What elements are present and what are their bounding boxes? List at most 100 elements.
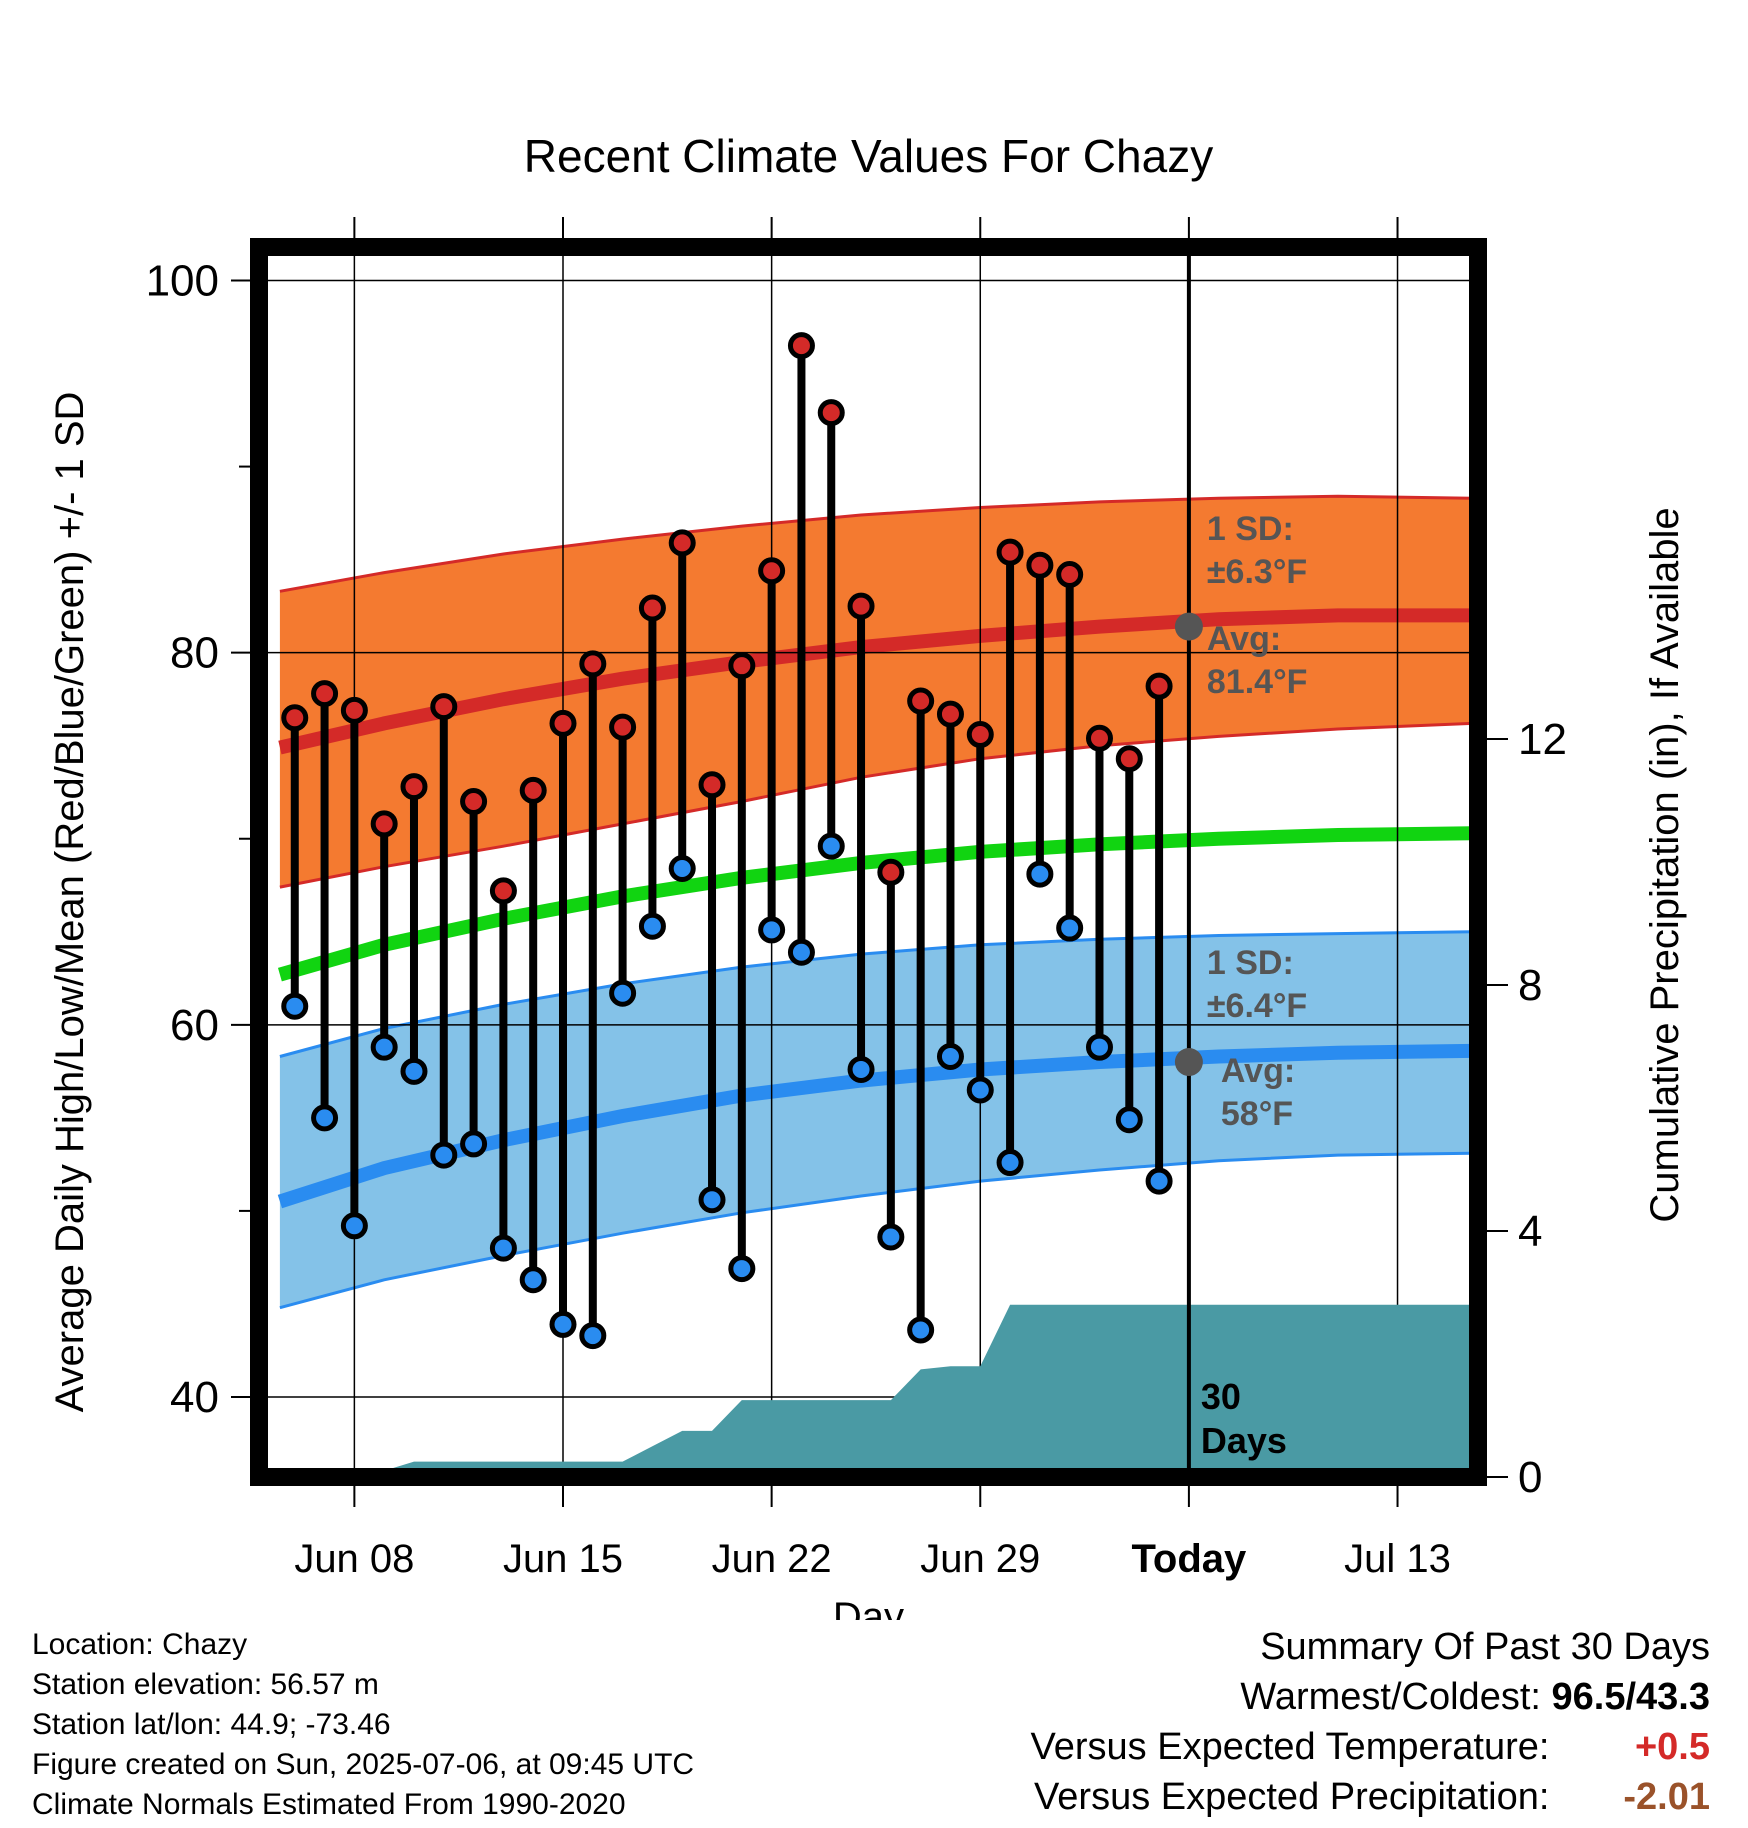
daily-high-point — [1056, 561, 1084, 589]
daily-high-point — [907, 687, 935, 715]
y-tick-label: 80 — [170, 629, 219, 678]
daily-low-point — [340, 1212, 368, 1240]
daily-low-point — [787, 938, 815, 966]
daily-high-point — [519, 776, 547, 804]
low-sd-label: 1 SD: — [1207, 944, 1294, 982]
high-avg-label: Avg: — [1207, 620, 1281, 658]
daily-low-point — [311, 1104, 339, 1132]
daily-low-point — [907, 1316, 935, 1344]
y2-tick-label: 0 — [1518, 1453, 1542, 1502]
summary-heading: Summary Of Past 30 Days — [1260, 1626, 1710, 1668]
summary-temp: Versus Expected Temperature: +0.5 — [1031, 1722, 1710, 1772]
daily-high-point — [1026, 551, 1054, 579]
y2-tick-label: 4 — [1518, 1207, 1542, 1256]
station-info: Location: Chazy Station elevation: 56.57… — [32, 1625, 694, 1825]
low-sd-lower-edge — [279, 1151, 1473, 1310]
daily-low-point — [281, 992, 309, 1020]
daily-low-point — [549, 1310, 577, 1338]
x-tick-label: Jul 13 — [1344, 1537, 1451, 1581]
daily-low-point — [1085, 1033, 1113, 1061]
precip-window-label: Days — [1201, 1420, 1287, 1461]
y2-tick-label: 8 — [1518, 961, 1542, 1010]
daily-high-point — [847, 592, 875, 620]
daily-low-point — [519, 1266, 547, 1294]
daily-high-point — [400, 773, 428, 801]
daily-low-point — [847, 1055, 875, 1083]
daily-high-point — [728, 652, 756, 680]
daily-low-point — [1026, 860, 1054, 888]
x-axis-label: Day — [833, 1595, 904, 1620]
temp-value: +0.5 — [1634, 1726, 1710, 1768]
daily-low-point — [1056, 914, 1084, 942]
daily-high-point — [817, 399, 845, 427]
daily-high-point — [758, 557, 786, 585]
daily-high-point — [460, 788, 488, 816]
daily-high-point — [996, 538, 1024, 566]
today-high-avg-marker — [1174, 612, 1203, 641]
summary-precip: Versus Expected Precipitation: -2.01 — [1031, 1772, 1710, 1822]
y-axis-label: Average Daily High/Low/Mean (Red/Blue/Gr… — [48, 392, 92, 1413]
elevation-text: Station elevation: 56.57 m — [32, 1668, 379, 1701]
daily-high-point — [489, 877, 517, 905]
daily-low-point — [400, 1057, 428, 1085]
today-low-avg-marker — [1174, 1048, 1203, 1077]
daily-high-point — [340, 696, 368, 724]
daily-low-point — [817, 832, 845, 860]
daily-low-point — [877, 1223, 905, 1251]
temp-label: Versus Expected Temperature: — [1030, 1726, 1550, 1768]
daily-low-point — [728, 1255, 756, 1283]
y-tick-label: 60 — [170, 1001, 219, 1050]
daily-high-point — [1085, 724, 1113, 752]
daily-high-point — [430, 693, 458, 721]
y2-axis-label: Cumulative Precipitation (in), If Availa… — [1643, 507, 1687, 1222]
daily-low-point — [370, 1033, 398, 1061]
daily-low-point — [579, 1322, 607, 1350]
daily-high-point — [1145, 672, 1173, 700]
chart-title: Recent Climate Values For Chazy — [524, 130, 1213, 182]
daily-high-point — [668, 529, 696, 557]
daily-high-point — [579, 650, 607, 678]
daily-low-point — [638, 912, 666, 940]
y-tick-label: 100 — [146, 256, 219, 305]
daily-low-point — [430, 1141, 458, 1169]
daily-high-point — [549, 709, 577, 737]
daily-high-point — [877, 858, 905, 886]
low-avg-value: 58°F — [1221, 1095, 1293, 1133]
high-avg-value: 81.4°F — [1207, 663, 1308, 701]
daily-high-point — [370, 810, 398, 838]
daily-low-point — [996, 1149, 1024, 1177]
daily-low-point — [609, 979, 637, 1007]
high-sd-value: ±6.3°F — [1207, 553, 1307, 591]
high-sd-upper-edge — [279, 494, 1473, 593]
location-text: Location: Chazy — [32, 1628, 248, 1661]
summary-warm-cold: Warmest/Coldest: 96.5/43.3 — [1031, 1672, 1710, 1722]
precip-value: -2.01 — [1623, 1776, 1710, 1818]
daily-high-point — [638, 594, 666, 622]
x-tick-label: Jun 29 — [920, 1537, 1040, 1581]
daily-high-point — [311, 680, 339, 708]
daily-high-point — [609, 713, 637, 741]
created-text: Figure created on Sun, 2025-07-06, at 09… — [32, 1748, 695, 1781]
x-tick-label: Today — [1131, 1537, 1247, 1581]
precip-label: Versus Expected Precipitation: — [1034, 1776, 1550, 1818]
warm-cold-label: Warmest/Coldest: — [1240, 1676, 1541, 1718]
high-sd-label: 1 SD: — [1207, 510, 1294, 548]
y2-tick-label: 12 — [1518, 715, 1567, 764]
daily-low-point — [966, 1076, 994, 1104]
high-sd-band — [279, 496, 1472, 888]
summary-panel: Summary Of Past 30 Days Warmest/Coldest:… — [1031, 1622, 1710, 1822]
precip-area — [259, 1304, 1478, 1477]
daily-low-point — [668, 855, 696, 883]
daily-high-point — [787, 332, 815, 360]
daily-low-point — [698, 1186, 726, 1214]
x-tick-label: Jun 08 — [294, 1537, 414, 1581]
daily-high-point — [281, 704, 309, 732]
daily-low-point — [489, 1234, 517, 1262]
low-avg-label: Avg: — [1221, 1052, 1295, 1090]
x-tick-label: Jun 15 — [503, 1537, 623, 1581]
latlon-text: Station lat/lon: 44.9; -73.46 — [32, 1708, 391, 1741]
low-sd-value: ±6.4°F — [1207, 987, 1307, 1025]
climate-chart: 1 SD: ±6.3°F Avg: 81.4°F 1 SD: ±6.4°F Avg: 58°F… — [48, 130, 1687, 1620]
low-sd-band — [279, 931, 1472, 1308]
daily-low-point — [1145, 1167, 1173, 1195]
